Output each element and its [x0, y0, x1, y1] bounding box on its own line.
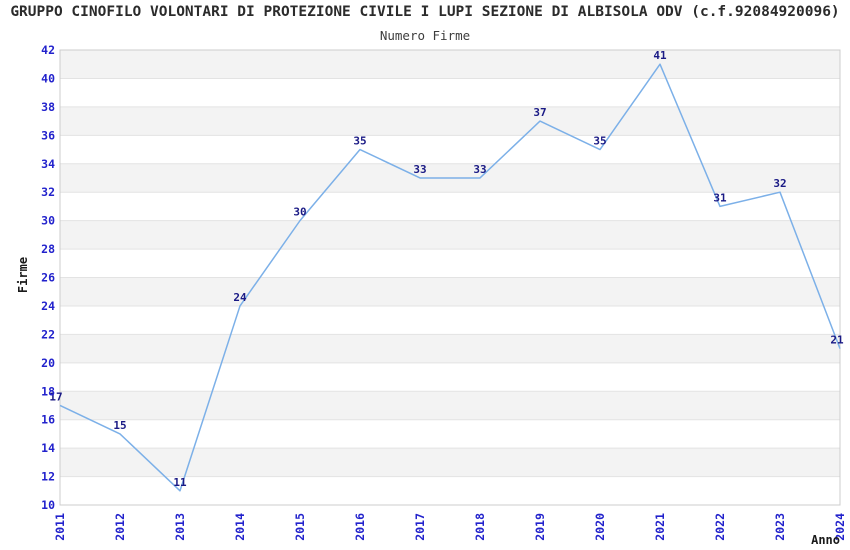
y-axis-tick-labels: 10 12 14 16 18 20 22 24 26 28 30 32 34 36 38 40 42 — [41, 43, 55, 512]
x-tick-label: 2011 — [53, 513, 67, 541]
data-point-label: 30 — [293, 206, 306, 219]
band — [60, 476, 840, 505]
band — [60, 334, 840, 363]
band — [60, 419, 840, 449]
x-tick-label: 2014 — [233, 513, 247, 541]
y-tick-label: 40 — [41, 71, 55, 85]
band — [60, 277, 840, 306]
data-point-label: 35 — [593, 135, 606, 148]
y-tick-label: 26 — [41, 271, 55, 285]
plot-border-rect — [59, 49, 841, 506]
band — [60, 106, 840, 136]
band — [60, 448, 840, 477]
x-tick-label: 2015 — [293, 513, 307, 541]
band — [60, 78, 840, 107]
x-axis-tick-labels: 2011 2012 2013 2014 2015 2016 2017 2018 2019 2020… — [53, 513, 847, 541]
x-tick-label: 2019 — [533, 513, 547, 541]
y-tick-label: 32 — [41, 185, 55, 199]
data-point-label: 33 — [473, 163, 486, 176]
y-tick-label: 20 — [41, 356, 55, 370]
y-tick-label: 14 — [41, 441, 55, 455]
band — [60, 220, 840, 250]
x-tick-label: 2021 — [653, 513, 667, 541]
y-tick-label: 36 — [41, 128, 55, 142]
y-tick-label: 22 — [41, 327, 55, 341]
data-point-labels: 17 15 11 24 30 35 33 33 37 35 41 31 32 21 — [49, 49, 844, 489]
band — [60, 391, 840, 420]
series-line-layer — [59, 63, 841, 492]
y-tick-label: 38 — [41, 100, 55, 114]
data-point-label: 17 — [49, 390, 62, 403]
series-line — [59, 63, 841, 492]
x-tick-label: 2013 — [173, 513, 187, 541]
data-point-label: 24 — [233, 291, 247, 304]
y-tick-label: 16 — [41, 413, 55, 427]
band — [60, 249, 840, 278]
band — [60, 50, 840, 79]
y-tick-label: 12 — [41, 470, 55, 484]
x-axis-label: Anno — [811, 533, 840, 547]
x-tick-label: 2016 — [353, 513, 367, 541]
band — [60, 135, 840, 164]
data-point-label: 35 — [353, 135, 366, 148]
y-tick-label: 28 — [41, 242, 55, 256]
y-tick-label: 24 — [41, 299, 55, 313]
y-tick-label: 34 — [41, 157, 55, 171]
chart-title: GRUPPO CINOFILO VOLONTARI DI PROTEZIONE … — [10, 4, 839, 20]
plot-border — [59, 49, 841, 506]
x-tick-label: 2012 — [113, 513, 127, 541]
data-point-label: 31 — [713, 191, 727, 204]
data-point-label: 41 — [653, 49, 667, 62]
background-bands — [60, 50, 840, 505]
data-point-label: 15 — [113, 419, 126, 432]
x-tick-label: 2023 — [773, 513, 787, 541]
x-tick-label: 2024 — [833, 513, 847, 541]
data-point-label: 37 — [533, 106, 546, 119]
x-tick-label: 2022 — [713, 513, 727, 541]
band — [60, 362, 840, 392]
x-tick-label: 2017 — [413, 513, 427, 541]
data-point-label: 21 — [830, 334, 844, 347]
y-tick-label: 42 — [41, 43, 55, 57]
band — [60, 305, 840, 335]
y-axis-label: Firme — [16, 257, 30, 293]
x-tick-label: 2018 — [473, 513, 487, 541]
y-tick-label: 10 — [41, 498, 55, 512]
y-tick-label: 30 — [41, 214, 55, 228]
x-tick-label: 2020 — [593, 513, 607, 541]
y-tick-label: 18 — [41, 384, 55, 398]
data-point-label: 33 — [413, 163, 426, 176]
data-point-label: 11 — [173, 476, 187, 489]
data-point-label: 32 — [773, 177, 786, 190]
band — [60, 192, 840, 221]
chart-subtitle: Numero Firme — [380, 28, 470, 43]
